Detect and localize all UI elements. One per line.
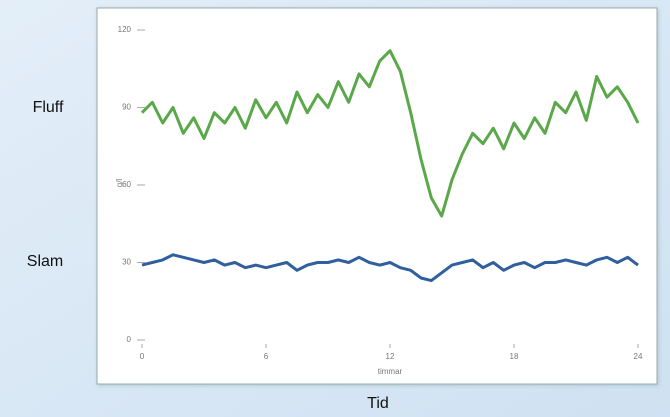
line-series [141, 253, 639, 283]
series-label: Fluff [33, 99, 64, 116]
y-tick-label: 60 [122, 180, 131, 189]
line-series [140, 49, 640, 218]
y-tick-label: 0 [127, 335, 132, 344]
x-tick-label: 18 [510, 352, 519, 361]
x-axis-title: timmar [378, 367, 403, 376]
x-tick-label: 6 [264, 352, 269, 361]
y-axis-title: g/l [115, 179, 124, 188]
x-tick-label: 24 [634, 352, 643, 361]
y-tick-label: 120 [118, 25, 132, 34]
x-tick-label: 12 [386, 352, 395, 361]
caption: Tid [367, 395, 389, 412]
x-tick-label: 0 [140, 352, 145, 361]
y-tick-label: 30 [122, 258, 131, 267]
y-tick-label: 90 [122, 103, 131, 112]
series-label: Slam [27, 253, 63, 270]
